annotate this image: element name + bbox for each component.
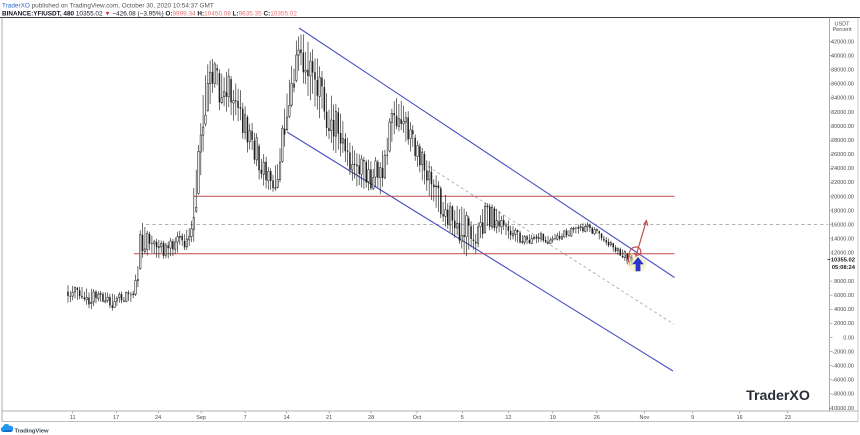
svg-text:5: 5 [461,415,464,421]
svg-text:16000.00: 16000.00 [831,223,854,229]
svg-text:Percent: Percent [833,27,852,33]
svg-text:16: 16 [737,415,743,421]
svg-text:TraderXO published on TradingV: TraderXO published on TradingView.com, O… [2,3,214,10]
svg-text:23: 23 [785,415,791,421]
svg-text:-6000.00: -6000.00 [832,378,854,384]
svg-text:USDT: USDT [835,22,851,28]
svg-text:30000.00: 30000.00 [831,124,854,130]
svg-text:Oct: Oct [413,415,422,421]
svg-text:42000.00: 42000.00 [831,39,854,45]
svg-text:0.00: 0.00 [843,335,854,341]
svg-text:12000.00: 12000.00 [831,251,854,257]
svg-text:19: 19 [550,415,556,421]
svg-text:TradingView: TradingView [15,428,50,434]
svg-text:28000.00: 28000.00 [831,138,854,144]
svg-text:36000.00: 36000.00 [831,82,854,88]
svg-text:34000.00: 34000.00 [831,96,854,102]
svg-text:11: 11 [70,415,76,421]
svg-text:Sep: Sep [196,415,206,421]
svg-text:12: 12 [505,415,511,421]
svg-text:32000.00: 32000.00 [831,110,854,116]
svg-text:4000.00: 4000.00 [834,307,854,313]
svg-text:24: 24 [155,415,161,421]
svg-text:6000.00: 6000.00 [834,293,854,299]
svg-text:2000.00: 2000.00 [834,321,854,327]
svg-text:-2000.00: -2000.00 [832,349,854,355]
svg-text:-10000.00: -10000.00 [829,406,854,412]
svg-text:21: 21 [326,415,332,421]
svg-text:26: 26 [594,415,600,421]
svg-text:24000.00: 24000.00 [831,166,854,172]
svg-text:20000.00: 20000.00 [831,194,854,200]
svg-text:-4000.00: -4000.00 [832,364,854,370]
svg-text:8000.00: 8000.00 [834,279,854,285]
svg-text:14: 14 [284,415,290,421]
svg-text:38000.00: 38000.00 [831,68,854,74]
svg-text:22000.00: 22000.00 [831,180,854,186]
svg-text:17: 17 [113,415,119,421]
svg-text:14000.00: 14000.00 [831,237,854,243]
svg-text:9: 9 [691,415,694,421]
svg-text:10355.02: 10355.02 [831,258,855,264]
svg-text:TraderXO: TraderXO [746,388,810,404]
svg-text:26000.00: 26000.00 [831,152,854,158]
svg-text:28: 28 [368,415,374,421]
svg-text:7: 7 [244,415,247,421]
svg-text:40000.00: 40000.00 [831,53,854,59]
svg-text:05:08:24: 05:08:24 [832,265,856,271]
svg-text:18000.00: 18000.00 [831,208,854,214]
svg-text:-8000.00: -8000.00 [832,392,854,398]
svg-text:BINANCE:YFIUSDT, 480 10355.02: BINANCE:YFIUSDT, 480 10355.02 ▼ −426.08 … [2,11,297,18]
svg-text:Nov: Nov [640,415,650,421]
